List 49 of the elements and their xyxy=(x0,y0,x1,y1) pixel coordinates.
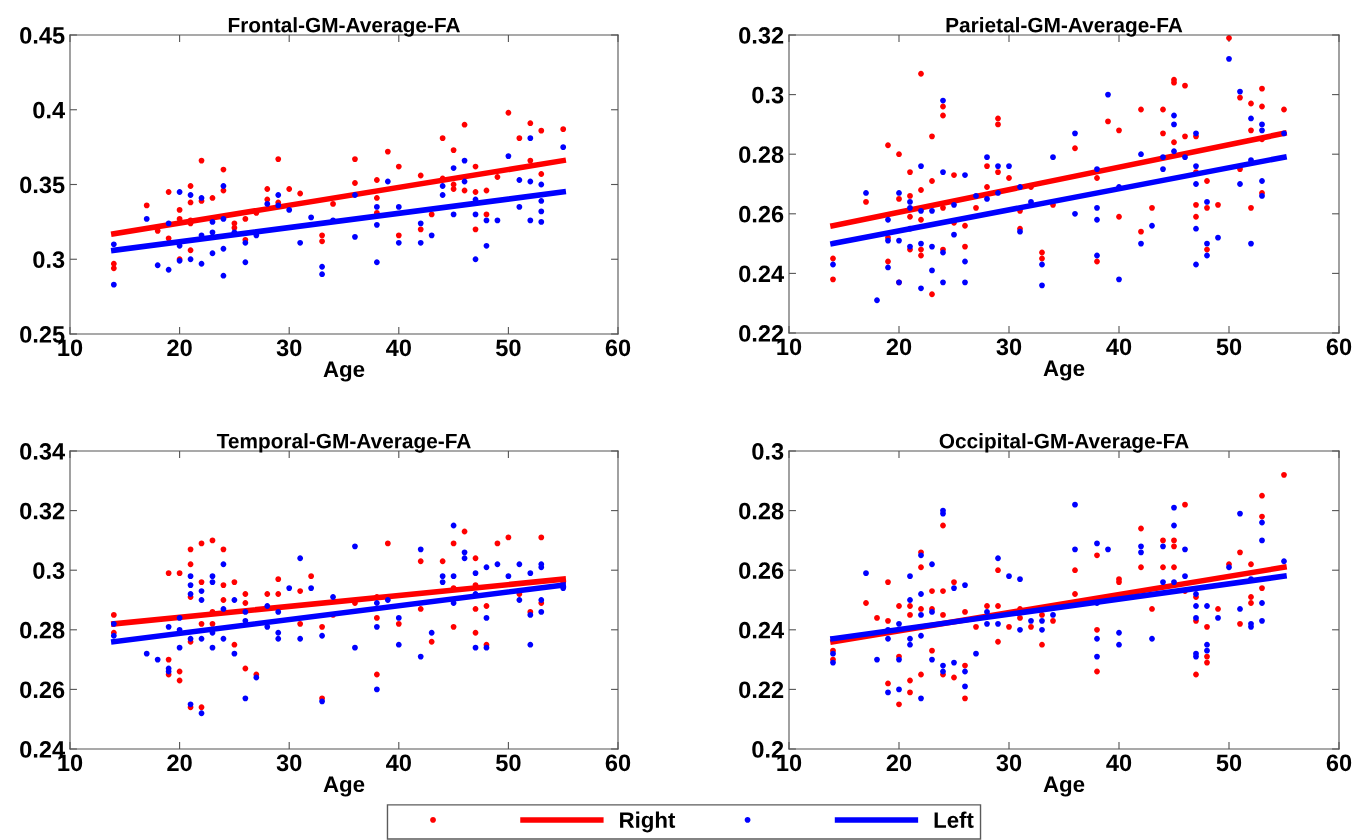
legend-label: Right xyxy=(620,811,676,833)
y-tick-label: 0.32 xyxy=(20,502,65,520)
y-tick-label: 0.24 xyxy=(739,621,785,639)
chart-title: Frontal-GM-Average-FA xyxy=(228,17,460,37)
y-tick-label: 0.45 xyxy=(20,27,65,44)
x-tick-label: 40 xyxy=(386,339,411,357)
x-tick-label: 50 xyxy=(1216,754,1242,772)
y-tick-label: 0.3 xyxy=(33,562,65,580)
x-tick-label: 60 xyxy=(605,754,631,772)
x-tick-label: 30 xyxy=(996,338,1022,356)
x-tick-label: 20 xyxy=(167,339,192,357)
x-axis-title: Age xyxy=(323,361,365,382)
x-tick-label: 40 xyxy=(1106,338,1132,356)
x-tick-label: 50 xyxy=(1216,338,1242,356)
y-tick-label: 0.32 xyxy=(739,27,784,44)
x-axis-title: Age xyxy=(1043,360,1085,381)
x-tick-label: 20 xyxy=(886,754,912,772)
x-tick-label: 40 xyxy=(386,754,411,772)
y-tick-label: 0.3 xyxy=(752,86,784,104)
x-tick-label: 50 xyxy=(496,754,521,772)
x-tick-label: 30 xyxy=(276,339,302,357)
y-tick-label: 0.24 xyxy=(739,265,785,283)
y-tick-label: 0.26 xyxy=(739,205,784,223)
y-tick-label: 0.28 xyxy=(739,502,784,520)
x-tick-label: 20 xyxy=(886,338,912,356)
chart-title: Occipital-GM-Average-FA xyxy=(939,433,1189,453)
y-tick-label: 0.26 xyxy=(739,562,784,579)
y-tick-label: 0.4 xyxy=(33,101,66,119)
x-tick-label: 50 xyxy=(496,339,521,357)
x-axis-title: Age xyxy=(1043,776,1085,797)
x-tick-label: 60 xyxy=(1326,754,1352,772)
chart-title: Parietal-GM-Average-FA xyxy=(946,17,1183,37)
y-tick-label: 0.26 xyxy=(20,681,65,699)
y-tick-label: 0.22 xyxy=(739,681,784,699)
y-tick-label: 0.35 xyxy=(20,176,65,194)
x-tick-label: 60 xyxy=(1326,338,1352,356)
legend-label: Left xyxy=(934,811,974,828)
y-tick-label: 0.3 xyxy=(752,443,784,460)
x-tick-label: 30 xyxy=(276,754,302,772)
x-tick-label: 60 xyxy=(605,339,631,357)
x-axis-title: Age xyxy=(323,776,365,797)
y-tick-label: 0.28 xyxy=(739,146,784,163)
y-tick-label: 0.34 xyxy=(20,443,66,460)
y-tick-label: 0.28 xyxy=(20,621,65,639)
x-tick-label: 20 xyxy=(167,754,192,772)
y-tick-label: 0.3 xyxy=(33,251,65,269)
chart-title: Temporal-GM-Average-FA xyxy=(216,433,471,453)
x-tick-label: 30 xyxy=(996,754,1022,772)
x-tick-label: 40 xyxy=(1106,754,1132,772)
